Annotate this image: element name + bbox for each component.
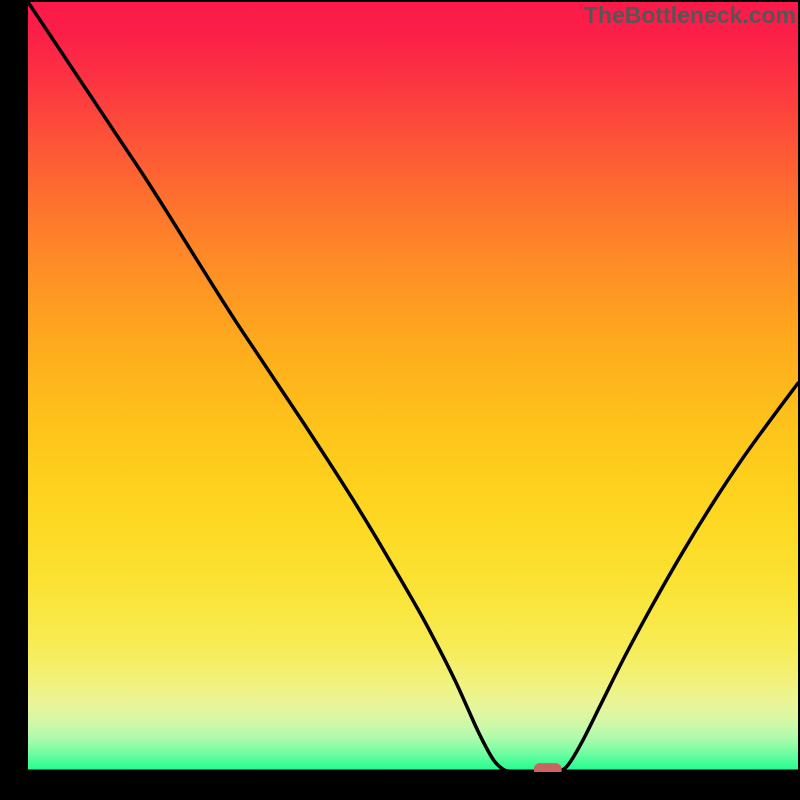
chart-frame — [28, 2, 798, 772]
gradient-background — [28, 2, 798, 772]
plot-area — [28, 2, 798, 772]
chart-svg — [28, 2, 798, 772]
watermark-text: TheBottleneck.com — [584, 2, 796, 29]
optimal-marker — [534, 763, 562, 772]
